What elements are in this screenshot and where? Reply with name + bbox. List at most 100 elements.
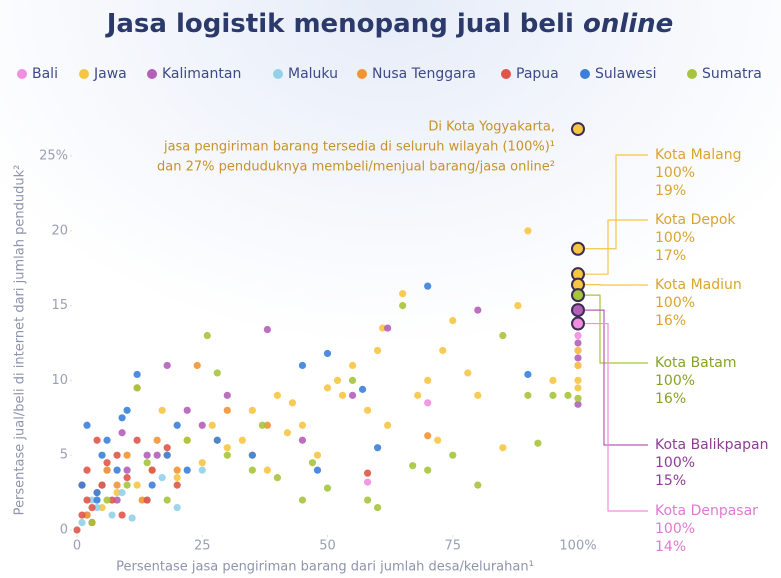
point	[98, 481, 106, 489]
connector	[585, 309, 648, 446]
point	[113, 451, 121, 459]
point	[273, 391, 281, 399]
point	[143, 459, 151, 467]
point	[138, 496, 146, 504]
point	[499, 331, 507, 340]
point	[148, 466, 156, 474]
point	[198, 421, 206, 429]
point	[313, 451, 322, 459]
point	[323, 349, 332, 358]
point	[78, 481, 86, 489]
y-tick-label: 20	[51, 223, 68, 238]
point	[333, 376, 342, 384]
point	[574, 354, 582, 362]
point	[123, 406, 131, 414]
point	[183, 406, 191, 414]
point	[118, 511, 126, 519]
highlight-x: 100%	[655, 165, 695, 181]
point	[363, 478, 372, 486]
point	[524, 391, 532, 399]
legend-marker	[687, 69, 697, 79]
point	[574, 346, 582, 355]
point	[409, 462, 417, 470]
point	[83, 496, 91, 504]
point	[93, 489, 101, 497]
point	[158, 474, 166, 482]
point	[108, 511, 116, 519]
chart-title: Jasa logistik menopang jual beli online	[105, 9, 674, 39]
legend-marker	[580, 69, 590, 79]
legend-label: Maluku	[288, 66, 338, 82]
point	[183, 436, 191, 444]
point	[113, 489, 121, 497]
point	[173, 481, 181, 489]
point	[439, 346, 447, 355]
point	[358, 385, 367, 393]
legend-label: Sumatra	[702, 66, 762, 82]
legend-marker	[17, 69, 27, 79]
point	[88, 503, 96, 512]
x-tick-label: 0	[73, 539, 81, 554]
highlight-point	[571, 303, 585, 318]
point	[198, 459, 206, 467]
point	[88, 496, 96, 504]
legend-label: Jawa	[93, 66, 127, 82]
point	[223, 391, 231, 399]
point	[424, 432, 432, 440]
point	[248, 406, 256, 414]
point	[213, 369, 221, 377]
point	[323, 484, 332, 492]
point	[98, 503, 106, 512]
point	[564, 391, 572, 399]
y-axis-label: Persentase jual/beli di internet dari ju…	[13, 165, 28, 516]
y-tick-label: 0	[60, 523, 68, 538]
point	[424, 466, 432, 474]
point	[158, 406, 166, 414]
highlight-point	[571, 122, 585, 137]
point	[514, 302, 522, 310]
point	[524, 227, 532, 235]
highlight-point	[571, 316, 585, 331]
point	[173, 474, 181, 482]
point	[298, 361, 307, 370]
y-tick-label: 5	[60, 448, 68, 463]
point	[83, 466, 91, 474]
connector	[585, 322, 648, 512]
x-tick-label: 75	[444, 539, 461, 554]
point	[248, 451, 256, 459]
point	[198, 466, 206, 474]
point	[574, 339, 582, 347]
point	[549, 376, 557, 384]
point	[374, 444, 382, 452]
x-axis-label: Persentase jasa pengiriman barang dari j…	[116, 560, 534, 575]
point	[434, 436, 442, 444]
legend-label: Sulawesi	[595, 66, 656, 82]
point	[103, 459, 111, 467]
point	[173, 503, 181, 512]
title-emphasis: online	[583, 9, 673, 39]
point	[123, 481, 131, 489]
point	[123, 451, 131, 459]
point	[153, 436, 161, 444]
point	[78, 511, 86, 519]
highlight-point	[571, 241, 585, 256]
point	[574, 331, 582, 340]
highlight-name: Kota Denpasar	[655, 503, 758, 519]
y-tick-label: 25%	[39, 149, 68, 164]
point	[223, 451, 231, 459]
connector	[585, 294, 648, 364]
point	[173, 421, 181, 429]
point	[248, 466, 256, 474]
point	[524, 370, 532, 379]
point	[283, 429, 292, 437]
point	[424, 376, 432, 384]
point	[574, 376, 582, 384]
point	[143, 496, 151, 504]
x-tick-label: 100%	[559, 539, 596, 554]
point	[163, 444, 171, 452]
legend-label: Papua	[516, 66, 559, 82]
point	[123, 474, 131, 482]
legend-marker	[79, 69, 89, 79]
